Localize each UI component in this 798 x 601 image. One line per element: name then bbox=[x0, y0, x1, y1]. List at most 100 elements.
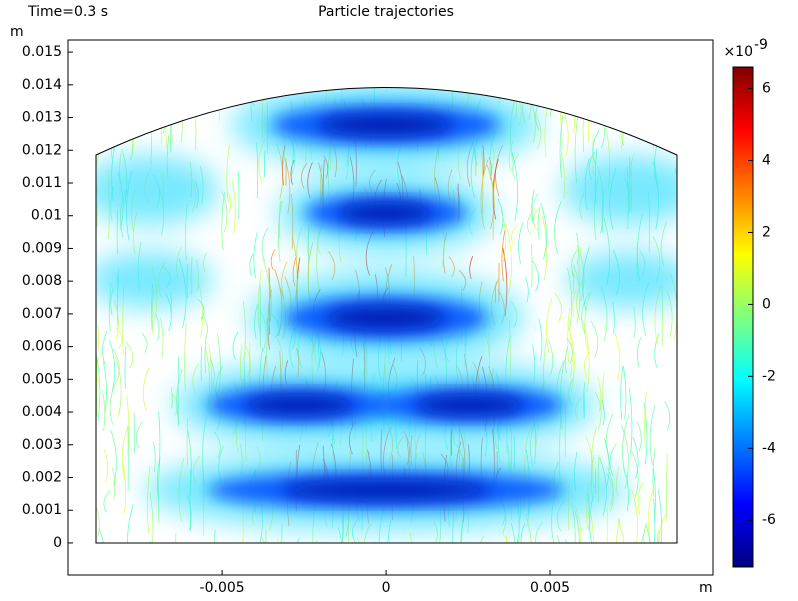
trajectory bbox=[542, 61, 547, 83]
trajectory bbox=[470, 256, 473, 279]
trajectory bbox=[122, 426, 128, 481]
trajectory bbox=[536, 523, 543, 552]
trajectory bbox=[312, 541, 316, 588]
trajectory bbox=[127, 504, 133, 570]
trajectory bbox=[205, 336, 206, 373]
trajectory bbox=[145, 82, 146, 111]
trajectory bbox=[385, 64, 387, 89]
trajectory bbox=[602, 400, 605, 425]
trajectory bbox=[646, 524, 653, 592]
trajectories bbox=[81, 60, 699, 597]
colorbar-tick-label: 0 bbox=[762, 296, 771, 312]
trajectory bbox=[624, 61, 631, 101]
y-tick-label: 0.009 bbox=[22, 240, 62, 256]
x-unit: m bbox=[699, 580, 713, 596]
trajectory bbox=[539, 76, 543, 105]
trajectory bbox=[134, 412, 135, 454]
trajectory bbox=[271, 249, 275, 269]
trajectory bbox=[104, 449, 108, 482]
trajectory bbox=[511, 225, 518, 246]
trajectory bbox=[110, 382, 116, 425]
trajectory bbox=[144, 541, 151, 590]
trajectory bbox=[540, 203, 546, 259]
trajectory bbox=[144, 88, 148, 114]
colorbar-tick-label: -4 bbox=[762, 440, 776, 456]
trajectory bbox=[102, 542, 103, 594]
trajectory bbox=[498, 198, 503, 234]
y-tick-label: 0.011 bbox=[22, 175, 62, 191]
trajectory bbox=[640, 89, 642, 117]
trajectory bbox=[519, 222, 523, 263]
colorbar-tick-label: 6 bbox=[762, 81, 771, 97]
trajectory bbox=[120, 61, 127, 124]
trajectory bbox=[503, 534, 510, 563]
core-dark bbox=[319, 114, 454, 136]
trajectory bbox=[171, 117, 174, 139]
trajectory bbox=[573, 85, 575, 134]
colorbar-exponent-base: ×10 bbox=[723, 44, 753, 60]
trajectory bbox=[123, 462, 126, 513]
trajectory bbox=[151, 79, 152, 133]
trajectory bbox=[532, 261, 538, 291]
trajectory bbox=[126, 342, 133, 368]
trajectory bbox=[262, 542, 265, 567]
trajectory bbox=[568, 308, 570, 362]
trajectory bbox=[560, 115, 563, 178]
trajectory bbox=[656, 529, 659, 589]
trajectory bbox=[618, 100, 623, 148]
y-tick-label: 0.007 bbox=[22, 306, 62, 322]
colorbar-exponent: -9 bbox=[754, 37, 768, 53]
y-tick-label: 0.004 bbox=[22, 404, 62, 420]
trajectory bbox=[214, 530, 215, 571]
trajectory bbox=[228, 193, 230, 213]
trajectory bbox=[630, 82, 637, 126]
trajectory bbox=[618, 518, 625, 580]
trajectory bbox=[595, 392, 601, 430]
trajectory bbox=[598, 108, 604, 148]
trajectory bbox=[111, 430, 117, 486]
trajectory bbox=[564, 111, 569, 156]
trajectory bbox=[511, 523, 515, 572]
trajectory bbox=[632, 489, 638, 553]
trajectory bbox=[232, 180, 235, 234]
trajectory bbox=[161, 122, 162, 144]
trajectory bbox=[591, 321, 598, 358]
trajectory bbox=[160, 105, 166, 134]
colorbar-tick-label: 2 bbox=[762, 224, 771, 240]
trajectory bbox=[538, 208, 540, 239]
trajectory bbox=[201, 346, 202, 381]
trajectory bbox=[115, 356, 121, 416]
trajectory bbox=[185, 543, 186, 576]
trajectory bbox=[111, 130, 112, 158]
trajectory bbox=[195, 98, 196, 150]
trajectory bbox=[113, 97, 119, 133]
trajectory bbox=[554, 201, 561, 254]
trajectory bbox=[569, 328, 572, 377]
core-dark bbox=[281, 480, 491, 501]
trajectory bbox=[677, 542, 678, 584]
time-label: Time=0.3 s bbox=[27, 4, 108, 20]
trajectory bbox=[637, 421, 642, 451]
core-dark bbox=[245, 395, 355, 416]
trajectory bbox=[294, 538, 300, 585]
trajectory bbox=[588, 78, 589, 142]
y-tick-label: 0.015 bbox=[22, 44, 62, 60]
y-tick-label: 0.01 bbox=[31, 208, 62, 224]
trajectory bbox=[659, 513, 666, 556]
trajectory bbox=[517, 538, 520, 582]
y-tick-label: 0.002 bbox=[22, 469, 62, 485]
trajectory bbox=[638, 482, 642, 516]
trajectory bbox=[198, 299, 204, 320]
trajectory bbox=[648, 487, 653, 548]
halo bbox=[567, 251, 694, 309]
trajectory bbox=[531, 244, 532, 288]
trajectory bbox=[660, 104, 663, 145]
trajectory bbox=[561, 60, 566, 100]
x-tick-label: 0 bbox=[382, 580, 391, 596]
trajectory bbox=[102, 91, 105, 146]
trajectory bbox=[112, 468, 114, 500]
trajectory bbox=[565, 347, 567, 373]
trajectory bbox=[605, 82, 611, 119]
trajectory bbox=[204, 317, 208, 338]
